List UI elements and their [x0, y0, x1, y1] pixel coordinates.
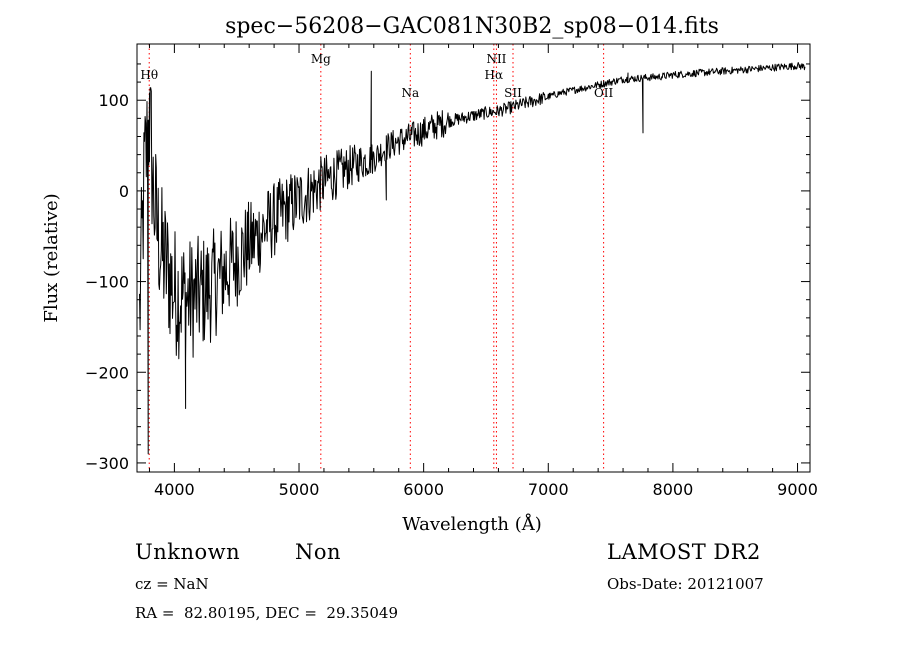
x-tick-label: 5000 [279, 480, 320, 499]
spectrum-line [139, 62, 806, 455]
line-label: NII [486, 52, 506, 66]
y-tick-label: 100 [98, 91, 129, 110]
x-tick-label: 8000 [653, 480, 694, 499]
line-label: Na [401, 86, 419, 100]
spectral-class: Unknown [135, 540, 241, 564]
redshift-value: cz = NaN [135, 575, 209, 593]
y-tick-label: 0 [119, 182, 129, 201]
y-axis-label: Flux (relative) [41, 193, 62, 322]
line-label: OII [594, 86, 614, 100]
y-tick-label: −200 [85, 363, 129, 382]
spectrum-series [139, 62, 806, 455]
x-tick-label: 6000 [403, 480, 444, 499]
line-label: Hθ [140, 68, 158, 82]
survey-name: LAMOST DR2 [607, 540, 761, 564]
coordinates: RA = 82.80195, DEC = 29.35049 [135, 604, 399, 622]
x-axis-label: Wavelength (Å) [402, 513, 542, 535]
chart-title: spec−56208−GAC081N30B2_sp08−014.fits [225, 14, 719, 39]
line-label: SII [504, 86, 522, 100]
x-tick-label: 7000 [528, 480, 569, 499]
x-tick-label: 4000 [154, 480, 195, 499]
spectral-subclass: Non [295, 540, 342, 564]
line-label: Mg [311, 52, 331, 66]
y-tick-label: −300 [85, 454, 129, 473]
x-tick-label: 9000 [777, 480, 818, 499]
observation-date: Obs-Date: 20121007 [607, 575, 764, 593]
axes: 4000 5000 6000 7000 8000 9000 −300 −200 −100 0 100 [85, 43, 818, 499]
line-label: Hα [485, 68, 504, 82]
y-tick-label: −100 [85, 273, 129, 292]
